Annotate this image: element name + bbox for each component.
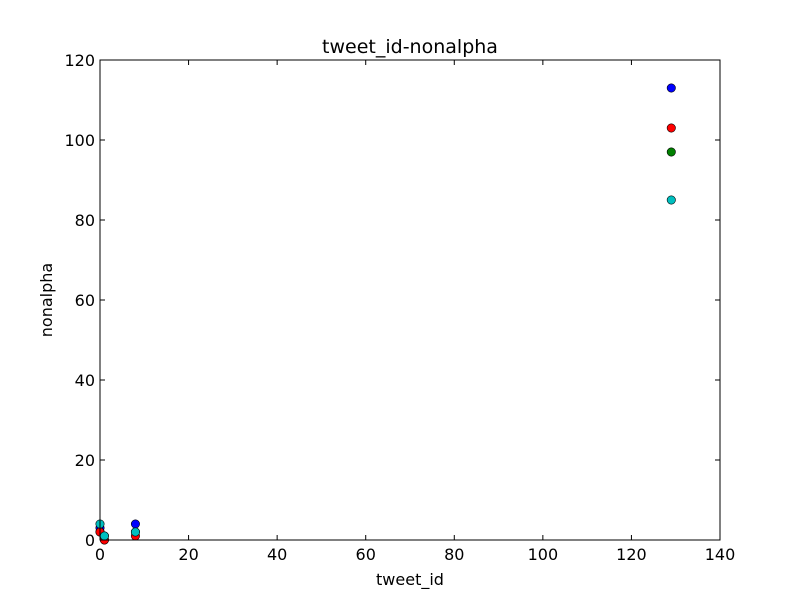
x-tick-label: 120 — [616, 545, 647, 564]
x-tick-label: 0 — [95, 545, 105, 564]
data-point — [666, 123, 676, 133]
x-tick-label: 100 — [528, 545, 559, 564]
y-tick-label: 100 — [64, 131, 95, 150]
y-tick-label: 60 — [75, 291, 95, 310]
y-tick-label: 0 — [85, 531, 95, 550]
y-tick-label: 80 — [75, 211, 95, 230]
y-axis-label: nonalpha — [37, 263, 56, 337]
data-point — [666, 195, 676, 205]
y-tick-label: 120 — [64, 51, 95, 70]
data-point — [99, 531, 109, 541]
data-point — [130, 527, 140, 537]
x-tick-label: 20 — [178, 545, 198, 564]
plot-area-frame — [99, 59, 721, 541]
chart-title: tweet_id-nonalpha — [322, 36, 498, 58]
x-tick-label: 40 — [267, 545, 287, 564]
data-point — [666, 83, 676, 93]
x-axis-label: tweet_id — [376, 570, 444, 590]
data-point — [666, 147, 676, 157]
x-tick-label: 140 — [705, 545, 736, 564]
axis-ticks: 0 20 40 60 80 100 120 140 0 20 40 60 80 100 120 — [64, 51, 735, 564]
x-tick-label: 60 — [356, 545, 376, 564]
y-tick-label: 40 — [75, 371, 95, 390]
data-point — [130, 519, 140, 529]
x-tick-label: 80 — [444, 545, 464, 564]
y-tick-label: 20 — [75, 451, 95, 470]
